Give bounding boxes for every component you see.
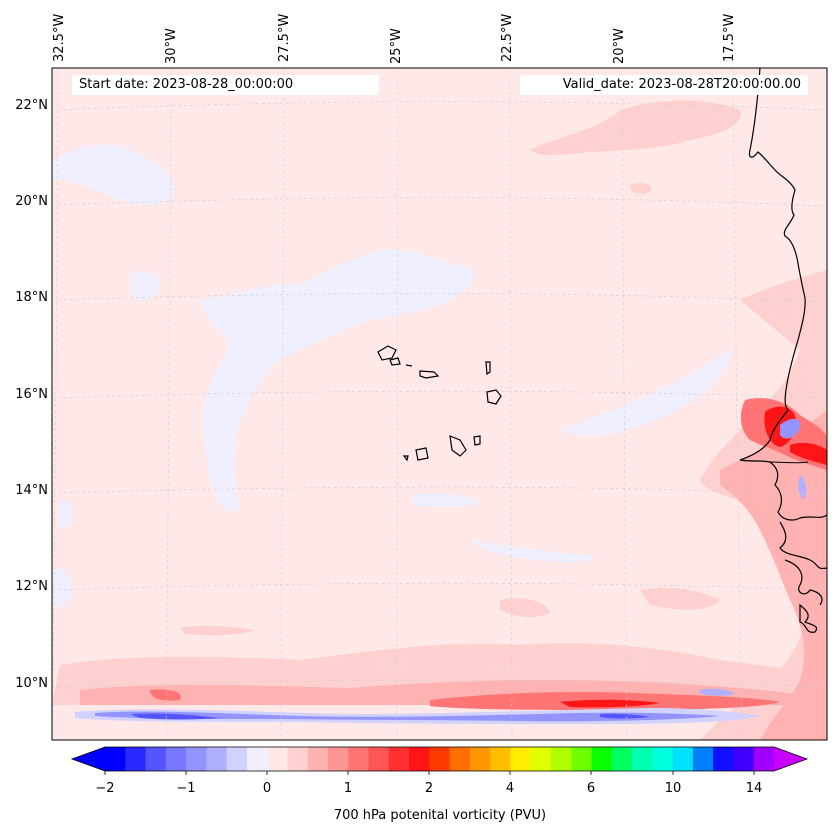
colorbar-swatch: [652, 747, 674, 771]
colorbar-tick-label: 1: [343, 781, 353, 796]
lon-label: 32.5°W: [52, 13, 67, 62]
lat-label: 18°N: [15, 290, 48, 305]
colorbar-swatch: [490, 747, 511, 771]
colorbar-swatch: [551, 747, 572, 771]
colorbar-swatch: [206, 747, 228, 771]
colorbar-extend-max: [774, 747, 807, 771]
gambia-river: [769, 461, 809, 464]
colorbar-swatch: [753, 747, 775, 771]
colorbar-title: 700 hPa potenital vorticity (PVU): [333, 808, 547, 823]
lat-label: 14°N: [15, 483, 48, 498]
colorbar-tick-label: 14: [745, 781, 763, 796]
colorbar: [70, 746, 809, 775]
lon-label: 27.5°W: [277, 13, 292, 62]
colorbar-swatch: [287, 747, 309, 771]
colorbar-swatch: [591, 747, 613, 771]
lon-label: 20°W: [612, 28, 627, 64]
colorbar-swatch: [632, 747, 653, 771]
colorbar-tick-label: 10: [664, 781, 682, 796]
colorbar-extend-min: [72, 747, 105, 771]
colorbar-swatch: [611, 747, 633, 771]
colorbar-swatch: [105, 747, 126, 771]
colorbar-swatch: [145, 747, 167, 771]
start-date-text: Start date: 2023-08-28_00:00:00: [79, 77, 294, 92]
lat-label: 20°N: [15, 194, 48, 209]
colorbar-tick-label: 6: [586, 781, 596, 796]
colorbar-tick-label: 4: [505, 781, 515, 796]
colorbar-swatch: [348, 747, 370, 771]
africa-coastline: [739, 68, 827, 633]
colorbar-swatch: [469, 747, 491, 771]
colorbar-tick-label: 2: [424, 781, 434, 796]
colorbar-swatch: [429, 747, 451, 771]
colorbar-swatch: [186, 747, 207, 771]
colorbar-swatch: [672, 747, 694, 771]
colorbar-swatch: [449, 747, 471, 771]
colorbar-swatch: [409, 747, 430, 771]
colorbar-tick-label: −2: [95, 781, 115, 796]
lon-label: 30°W: [164, 28, 179, 64]
valid-date-box: Valid_date: 2023-08-28T20:00:00.00: [520, 75, 808, 95]
colorbar-swatch: [125, 747, 147, 771]
lon-label: 17.5°W: [722, 13, 737, 62]
lat-label: 10°N: [15, 676, 48, 691]
lat-label: 22°N: [15, 98, 48, 113]
colorbar-swatch: [368, 747, 390, 771]
colorbar-swatch: [692, 747, 714, 771]
colorbar-swatch: [510, 747, 532, 771]
colorbar-swatch: [328, 747, 349, 771]
lat-label: 12°N: [15, 579, 48, 594]
colorbar-swatch: [307, 747, 329, 771]
colorbar-swatch: [246, 747, 268, 771]
colorbar-swatch: [571, 747, 593, 771]
cape-verde-islands: [377, 345, 502, 462]
colorbar-swatch: [733, 747, 755, 771]
colorbar-tick-label: −1: [176, 781, 196, 796]
negative-pv-band: [75, 418, 807, 724]
lat-label: 16°N: [15, 387, 48, 402]
valid-date-text: Valid_date: 2023-08-28T20:00:00.00: [562, 77, 801, 92]
colorbar-swatch: [165, 747, 187, 771]
start-date-box: Start date: 2023-08-28_00:00:00: [72, 75, 379, 95]
colorbar-swatch: [388, 747, 410, 771]
lon-label: 25°W: [389, 28, 404, 64]
colorbar-swatch: [530, 747, 552, 771]
map-frame: [51, 67, 828, 741]
colorbar-swatch: [267, 747, 288, 771]
lon-label: 22.5°W: [500, 13, 515, 62]
colorbar-swatch: [226, 747, 248, 771]
colorbar-swatch: [713, 747, 734, 771]
map-background: [52, 68, 827, 740]
colorbar-tick-label: 0: [262, 781, 272, 796]
